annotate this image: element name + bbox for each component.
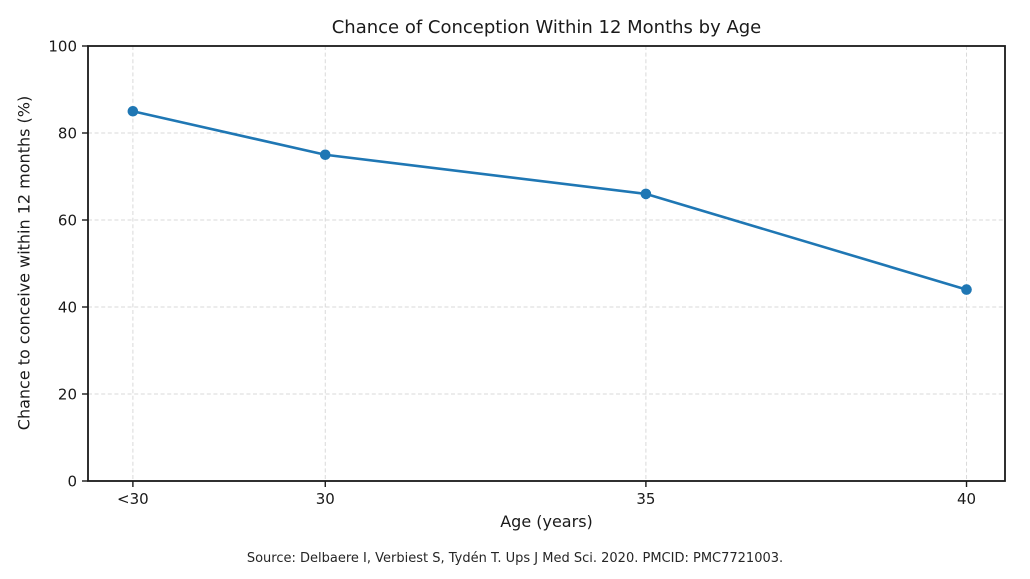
y-tick-label: 20 (58, 386, 77, 404)
data-point (319, 149, 331, 161)
x-tick-label: 30 (316, 490, 335, 508)
data-line (131, 109, 968, 291)
axes-spines (87, 45, 1006, 482)
y-tick-label: 40 (58, 299, 77, 317)
chart-title: Chance of Conception Within 12 Months by… (331, 17, 762, 38)
source-citation: Source: Delbaere I, Verbiest S, Tydén T.… (246, 551, 784, 566)
data-point (127, 105, 139, 117)
data-point (961, 284, 972, 295)
x-tick-label: 40 (957, 490, 976, 508)
y-tick-label: 100 (48, 38, 77, 56)
x-tick-label: 35 (636, 490, 655, 508)
x-tick-label: <30 (117, 490, 149, 508)
y-tick-label: 80 (58, 125, 77, 143)
y-tick-label: 60 (58, 212, 77, 230)
data-point (640, 188, 652, 200)
x-axis-label: Age (years) (500, 512, 593, 531)
y-tick-label: 0 (67, 473, 77, 491)
